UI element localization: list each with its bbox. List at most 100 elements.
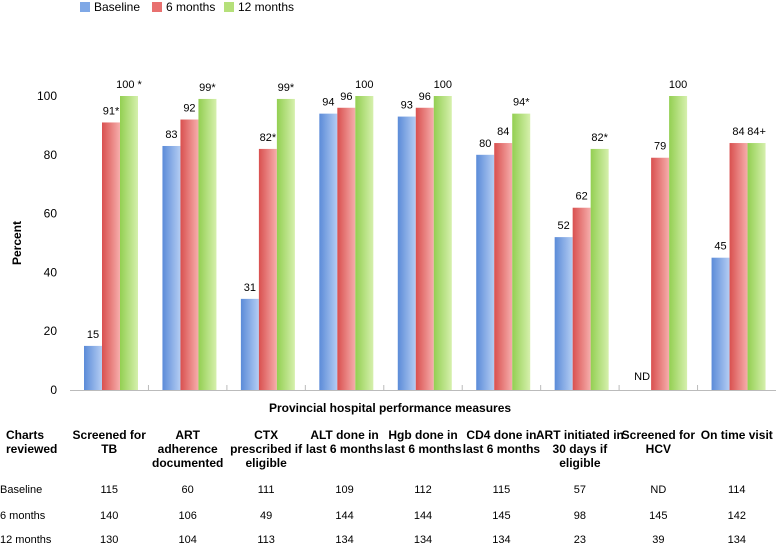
table-cell: 134 <box>335 534 354 546</box>
data-label: 82* <box>591 132 608 144</box>
data-label: 62 <box>576 191 588 203</box>
legend-swatch <box>80 2 90 12</box>
data-label: 84+ <box>747 126 766 138</box>
data-label: 31 <box>244 282 256 294</box>
bar-6-months <box>102 122 120 391</box>
legend-swatch <box>152 2 162 12</box>
legend-label: Baseline <box>94 0 140 14</box>
data-label: 100 * <box>116 79 142 91</box>
data-label: 52 <box>558 220 570 232</box>
table-cell: 130 <box>100 534 119 546</box>
table-column-header: Screened for TB <box>72 428 146 456</box>
table-column-header: CD4 done in last 6 months <box>462 428 541 456</box>
bar-baseline <box>476 154 495 390</box>
table-row-label: 12 months <box>0 534 52 546</box>
bar-baseline <box>162 145 181 390</box>
data-label: 100 <box>355 79 373 91</box>
data-label: 93 <box>401 100 413 112</box>
table-cell: 134 <box>492 534 511 546</box>
bar-baseline <box>84 345 102 390</box>
y-tick-label: 40 <box>44 265 58 279</box>
bars <box>84 96 766 391</box>
x-axis-label: Provincial hospital performance measures <box>269 401 511 415</box>
bar-12-months <box>433 96 452 390</box>
table-cell: 57 <box>573 484 586 496</box>
bar-6-months <box>180 119 199 391</box>
data-label: 94 <box>322 97 334 109</box>
table-cell: 104 <box>178 534 197 546</box>
data-label: 91* <box>103 105 120 117</box>
table-column-header: Screened for HCV <box>621 428 695 456</box>
data-label: 84 <box>732 126 744 138</box>
data-label: 79 <box>654 141 666 153</box>
data-label: 45 <box>714 241 726 253</box>
data-label: 94* <box>513 97 530 109</box>
data-label: 100 <box>669 79 687 91</box>
data-label: 83 <box>165 129 177 141</box>
table-header-row: Charts reviewed Screened for TB ART adher… <box>0 428 778 472</box>
table-row-label: 6 months <box>0 510 46 522</box>
table-cell: 145 <box>492 510 511 522</box>
data-label: 100 <box>434 79 452 91</box>
table-cell: 113 <box>257 534 275 546</box>
data-label: 99* <box>278 82 295 94</box>
table-cell: 140 <box>100 510 119 522</box>
data-label: 96 <box>419 91 431 103</box>
bar-baseline <box>711 257 730 390</box>
table-header-label: Charts reviewed <box>6 428 58 456</box>
table-column-header: ART adherence documented <box>151 428 224 470</box>
y-axis: 0 20 40 60 80 100 <box>37 89 776 397</box>
table-cell: 142 <box>727 510 746 522</box>
bar-baseline <box>397 116 416 390</box>
bar-6-months <box>337 107 356 390</box>
data-label: 15 <box>87 329 99 341</box>
table-cell: 98 <box>573 510 586 522</box>
bar-6-months <box>415 107 434 390</box>
table-cell: 106 <box>178 510 197 522</box>
bar-6-months <box>729 143 748 390</box>
legend-label: 6 months <box>166 0 215 14</box>
table-row: 12 months 130 104 113 134 134 134 23 39 134 <box>0 534 778 550</box>
bar-chart: Baseline 6 months 12 months 0 20 40 60 80 100 1… <box>10 0 776 415</box>
table-column-header: ART initiated in 30 days if eligible <box>535 428 624 470</box>
data-labels: 15 83 31 94 93 80 52 ND 45 91* 92 82* 96 96 84 62 79 84 10… <box>87 79 766 383</box>
table-cell: 115 <box>492 484 511 496</box>
table-cell: 109 <box>335 484 354 496</box>
data-label: 99* <box>199 82 216 94</box>
data-label: 92 <box>183 103 195 115</box>
bar-6-months <box>572 207 591 390</box>
table-column-header: Hgb done in last 6 months <box>384 428 462 456</box>
table-cell: 134 <box>727 534 746 546</box>
table-column-header: ALT done in last 6 months <box>305 428 384 456</box>
bar-6-months <box>258 148 277 390</box>
data-label: 80 <box>479 138 491 150</box>
bar-12-months <box>512 113 531 390</box>
bar-12-months <box>590 148 609 390</box>
table-cell: 23 <box>573 534 586 546</box>
table-column-header: CTX prescribed if eligible <box>230 428 303 470</box>
y-tick-label: 20 <box>44 324 58 338</box>
bar-12-months <box>747 143 766 390</box>
table-row-label: Baseline <box>0 484 43 496</box>
bar-baseline <box>240 298 259 390</box>
table-cell: 134 <box>413 534 433 546</box>
data-label: ND <box>634 371 650 383</box>
bar-12-months <box>669 96 688 390</box>
y-tick-label: 80 <box>44 148 58 162</box>
y-tick-label: 100 <box>37 89 57 103</box>
table-row: Baseline 115 60 111 109 112 115 57 ND 114 <box>0 484 778 500</box>
bar-baseline <box>319 113 338 390</box>
table-cell: 145 <box>649 510 668 522</box>
bar-6-months <box>494 143 513 390</box>
table-cell: 49 <box>259 510 273 522</box>
bar-12-months <box>276 98 295 390</box>
legend-label: 12 months <box>238 0 294 14</box>
table-cell: 60 <box>181 484 194 496</box>
y-tick-label: 60 <box>44 207 58 221</box>
table-cell: 144 <box>413 510 433 522</box>
legend: Baseline 6 months 12 months <box>80 0 294 14</box>
bar-6-months <box>651 157 670 390</box>
y-tick-label: 0 <box>50 383 57 397</box>
y-axis-label: Percent <box>10 221 24 265</box>
data-label: 96 <box>340 91 352 103</box>
